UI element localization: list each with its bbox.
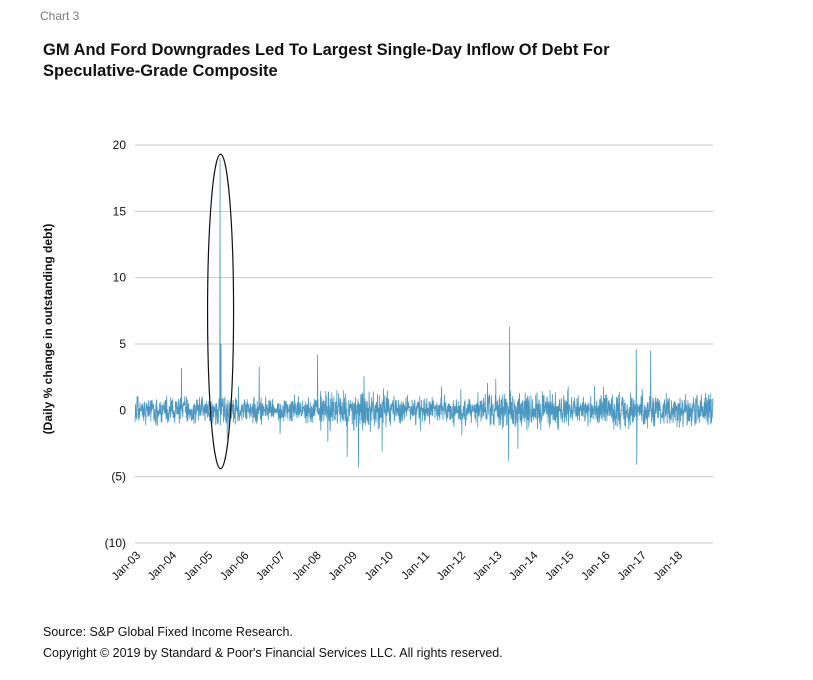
y-tick-label: 0 <box>119 403 126 417</box>
source-note: Source: S&P Global Fixed Income Research… <box>43 625 293 639</box>
y-axis-title: (Daily % change in outstanding debt) <box>41 224 55 435</box>
x-tick-label: Jan-14 <box>507 549 541 583</box>
x-tick-label: Jan-13 <box>471 550 504 583</box>
x-tick-label: Jan-04 <box>146 549 180 583</box>
series-line <box>134 158 714 468</box>
spike-highlight-ellipse <box>206 153 235 470</box>
copyright-note: Copyright © 2019 by Standard & Poor's Fi… <box>43 646 503 660</box>
x-tick-label: Jan-08 <box>290 550 323 583</box>
x-tick-label: Jan-09 <box>327 550 360 583</box>
x-tick-label: Jan-12 <box>435 550 468 583</box>
x-tick-label: Jan-05 <box>182 550 215 583</box>
x-tick-label: Jan-15 <box>543 550 576 583</box>
chart-number-label: Chart 3 <box>40 9 80 23</box>
gridlines <box>135 144 713 544</box>
y-tick-label: 20 <box>113 138 127 152</box>
y-tick-label: (10) <box>105 536 126 550</box>
x-tick-label: Jan-17 <box>616 550 649 583</box>
y-tick-label: 15 <box>113 204 127 218</box>
x-tick-label: Jan-11 <box>399 550 432 583</box>
x-tick-label: Jan-16 <box>579 550 612 583</box>
chart-svg: 20 15 10 5 0 (5) (10) Jan-03 Jan-04 Jan-05 Jan-06… <box>41 138 714 583</box>
x-tick-label: Jan-03 <box>110 550 143 583</box>
x-tick-label: Jan-18 <box>652 550 685 583</box>
series-daily-change <box>134 158 714 468</box>
x-tick-label: Jan-07 <box>254 550 287 583</box>
y-tick-label: (5) <box>111 470 126 484</box>
y-tick-label: 5 <box>119 337 126 351</box>
x-tick-label: Jan-10 <box>363 550 396 583</box>
y-axis-ticks: 20 15 10 5 0 (5) (10) <box>105 138 127 550</box>
x-axis-ticks: Jan-03 Jan-04 Jan-05 Jan-06 Jan-07 Jan-08 Jan-… <box>110 549 685 583</box>
x-tick-label: Jan-06 <box>218 550 251 583</box>
y-tick-label: 10 <box>113 271 127 285</box>
chart-title: GM And Ford Downgrades Led To Largest Si… <box>43 41 610 80</box>
